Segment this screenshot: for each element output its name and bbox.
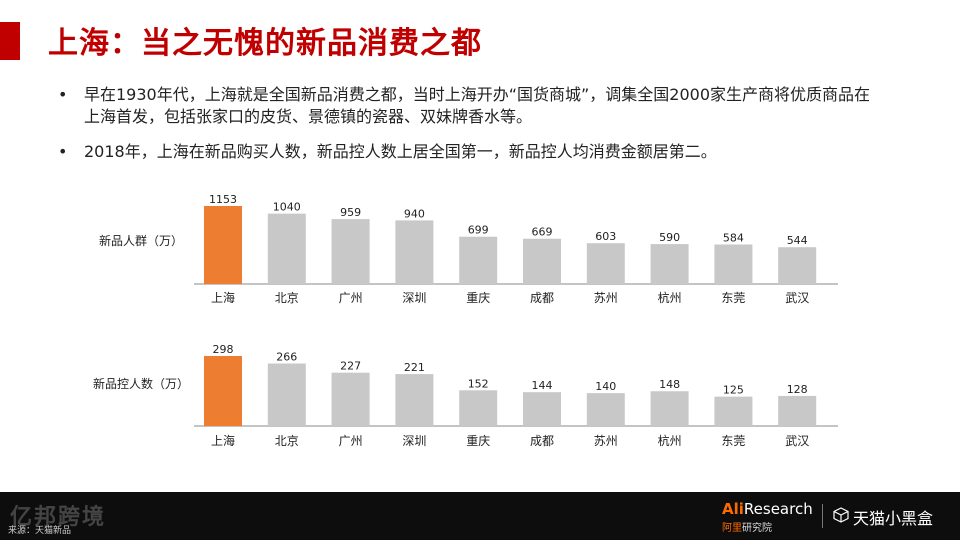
data-label: 140	[595, 380, 616, 393]
data-label: 266	[276, 351, 297, 364]
bar-charts: 新品人群（万） 1153 上海 1040 北京 959 广州 940 深圳 699 重庆 669 成都 6…	[93, 193, 838, 448]
data-label: 669	[532, 226, 553, 239]
data-label: 940	[404, 207, 425, 220]
data-label: 128	[787, 383, 808, 396]
category-label: 武汉	[785, 291, 809, 305]
data-label: 144	[532, 379, 553, 392]
data-label: 148	[659, 378, 680, 391]
cube-icon	[833, 507, 849, 523]
bullet-text: 2018年，上海在新品购买人数，新品控人数上居全国第一，新品控人均消费金额居第二…	[84, 142, 717, 161]
category-label: 成都	[530, 291, 554, 305]
category-label: 苏州	[594, 434, 618, 448]
y-axis-label: 新品控人数（万）	[93, 376, 189, 391]
aliresearch-logo-prefix: Ali	[722, 500, 744, 518]
bullet-list: • 早在1930年代，上海就是全国新品消费之都，当时上海开办“国货商城”，调集全…	[58, 84, 878, 176]
category-label: 杭州	[658, 433, 682, 448]
category-label: 成都	[530, 434, 554, 448]
data-label: 1153	[209, 193, 237, 206]
category-label: 上海	[211, 433, 235, 448]
category-label: 重庆	[466, 434, 490, 448]
bar-武汉	[778, 247, 817, 284]
bar-成都	[523, 238, 561, 284]
bar-武汉	[778, 395, 817, 426]
bar-上海	[204, 206, 242, 284]
data-label: 699	[468, 224, 489, 237]
aliresearch-sublabel-cn: 阿里	[722, 523, 742, 534]
aliresearch-sublabel: 阿里研究院	[722, 519, 772, 534]
category-label: 北京	[275, 434, 299, 448]
data-label: 227	[340, 360, 361, 373]
bar-东莞	[714, 396, 753, 426]
category-label: 深圳	[402, 291, 426, 305]
bar-重庆	[459, 390, 498, 426]
data-label: 584	[723, 231, 744, 244]
bar-广州	[331, 372, 370, 426]
bar-成都	[523, 392, 561, 426]
bar-深圳	[395, 220, 434, 284]
bar-杭州	[650, 391, 689, 426]
bar-苏州	[586, 393, 625, 426]
bar-北京	[267, 363, 306, 426]
aliresearch-logo: AliResearch	[722, 500, 813, 518]
bar-北京	[267, 213, 306, 284]
aliresearch-logo-suffix: Research	[743, 500, 813, 518]
source-note: 来源：天猫新品	[8, 526, 72, 536]
data-label: 959	[340, 206, 361, 219]
watermark-text: 亿邦跨境	[10, 505, 107, 530]
tmall-xiaoheihe-logo: 天猫小黑盒	[853, 509, 934, 528]
category-label: 广州	[339, 434, 363, 448]
bar-东莞	[714, 244, 753, 284]
category-label: 苏州	[594, 291, 618, 305]
footer-bar: 亿邦跨境 来源：天猫新品 AliResearch 阿里研究院 天猫小黑盒	[0, 492, 960, 540]
aliresearch-sublabel-text: 研究院	[742, 523, 772, 534]
bar-深圳	[395, 374, 434, 426]
bullet-item: • 2018年，上海在新品购买人数，新品控人数上居全国第一，新品控人均消费金额居…	[58, 141, 878, 163]
bar-重庆	[459, 236, 498, 284]
data-label: 152	[468, 377, 489, 390]
bar-上海	[204, 356, 242, 426]
bullet-item: • 早在1930年代，上海就是全国新品消费之都，当时上海开办“国货商城”，调集全…	[58, 84, 878, 128]
data-label: 298	[213, 343, 234, 356]
category-label: 重庆	[466, 291, 490, 305]
category-label: 杭州	[658, 290, 682, 305]
category-label: 上海	[211, 290, 235, 305]
data-label: 603	[595, 230, 616, 243]
footer-divider	[822, 504, 823, 528]
y-axis-label: 新品人群（万）	[99, 233, 183, 248]
title-accent-bar	[0, 22, 20, 60]
data-label: 1040	[273, 201, 301, 214]
category-label: 北京	[275, 291, 299, 305]
page-title: 上海：当之无愧的新品消费之都	[48, 26, 482, 61]
category-label: 东莞	[721, 291, 745, 305]
data-label: 544	[787, 234, 808, 247]
bullet-text: 早在1930年代，上海就是全国新品消费之都，当时上海开办“国货商城”，调集全国2…	[84, 85, 871, 126]
category-label: 东莞	[721, 434, 745, 448]
data-label: 125	[723, 384, 744, 397]
category-label: 武汉	[785, 434, 809, 448]
bar-广州	[331, 219, 370, 284]
bullet-dot: •	[58, 142, 68, 161]
category-label: 广州	[339, 291, 363, 305]
data-label: 221	[404, 361, 425, 374]
category-label: 深圳	[402, 434, 426, 448]
bar-杭州	[650, 244, 689, 284]
bullet-dot: •	[58, 85, 68, 104]
bar-苏州	[586, 243, 625, 284]
data-label: 590	[659, 231, 680, 244]
